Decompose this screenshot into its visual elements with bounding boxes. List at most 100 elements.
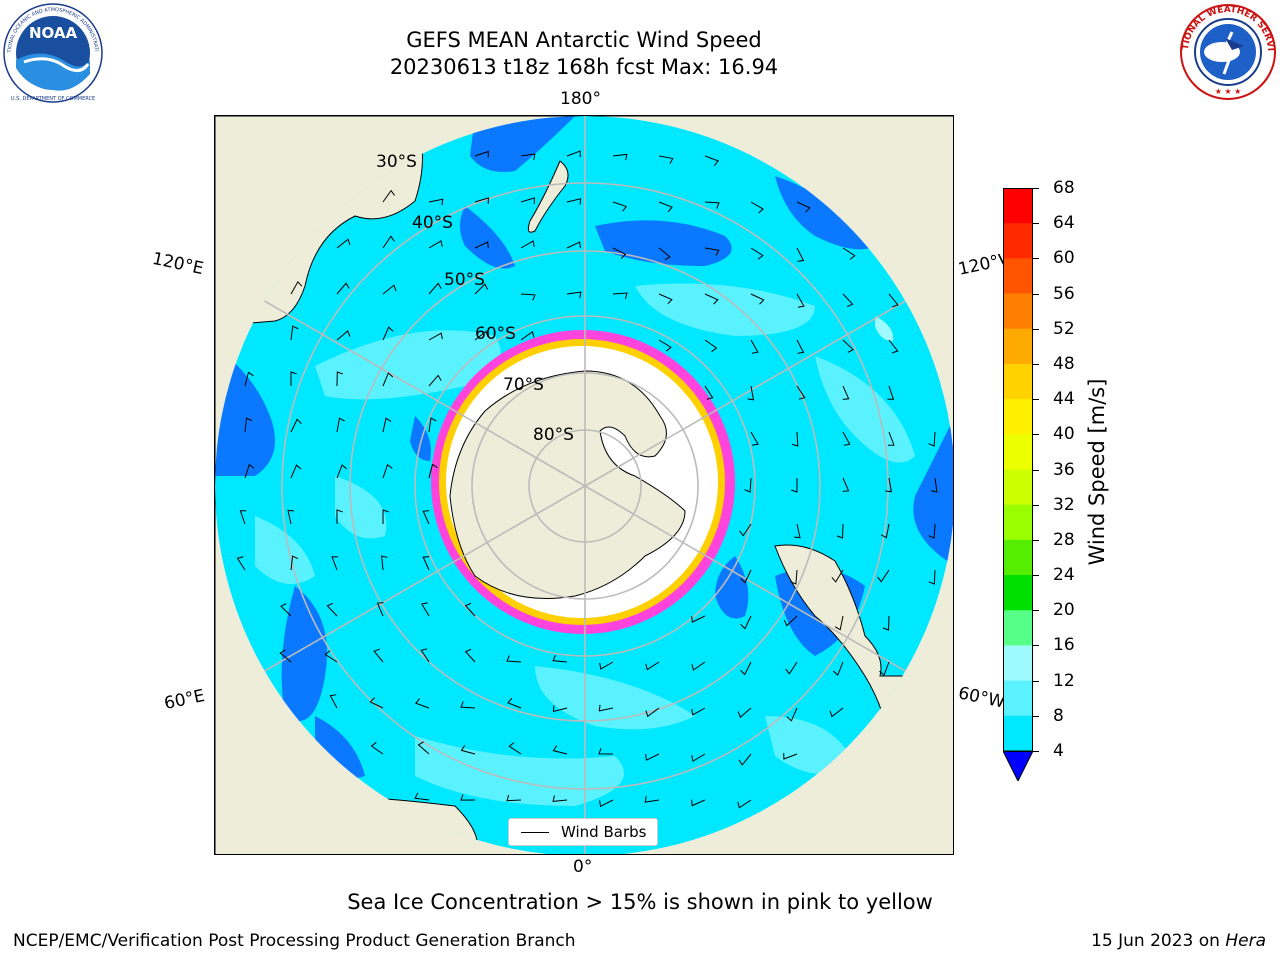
colorbar-tick-label: 12 — [1053, 670, 1075, 691]
wind-barb — [786, 707, 798, 722]
wind-barb — [382, 326, 394, 341]
colorbar-tick-mark — [1033, 223, 1039, 225]
colorbar-cell — [1003, 328, 1033, 365]
wind-barb — [382, 372, 394, 387]
wind-patch-low — [715, 556, 749, 619]
wind-barb — [704, 155, 719, 166]
wind-barb — [464, 602, 476, 617]
wind-barb — [336, 509, 343, 525]
wind-barb — [280, 603, 292, 617]
wind-barb — [474, 150, 489, 158]
colorbar-tick-mark — [1033, 645, 1039, 647]
wind-barb — [836, 523, 844, 539]
wind-barb — [796, 247, 805, 262]
wind-barb — [552, 705, 568, 713]
wind-barb — [880, 523, 890, 539]
wind-barb — [739, 523, 752, 537]
wind-barb — [428, 282, 442, 295]
wind-barb — [658, 201, 673, 213]
wind-barb — [750, 339, 759, 354]
wind-barb — [834, 615, 844, 631]
colorbar-tick-label: 24 — [1053, 565, 1075, 586]
colorbar-cell — [1003, 363, 1033, 400]
wind-barb — [336, 417, 345, 433]
wind-barb — [783, 615, 798, 627]
wind-barb — [336, 330, 351, 341]
wind-patch-low — [410, 416, 431, 461]
wind-barb — [887, 431, 895, 446]
wind-patch-low — [775, 176, 875, 250]
wind-barb — [691, 707, 706, 716]
wind-barb — [887, 385, 895, 400]
wind-barb — [658, 339, 672, 352]
wind-barb — [290, 280, 303, 295]
wind-barb — [737, 707, 752, 718]
lat-label-80s: 80°S — [533, 425, 574, 445]
wind-barb — [370, 742, 384, 755]
wind-barb — [566, 291, 582, 299]
colorbar-tick-label: 60 — [1053, 248, 1075, 269]
wind-barb — [612, 292, 628, 299]
colorbar-tick-mark — [1033, 469, 1039, 471]
colorbar-cell — [1003, 504, 1033, 541]
meridian-line — [584, 457, 634, 487]
wind-barb — [658, 247, 671, 261]
meridian-line — [633, 513, 953, 747]
wind-barb — [326, 602, 338, 617]
wind-barb — [428, 417, 437, 433]
wind-barb — [691, 661, 706, 671]
wind-barb — [566, 241, 581, 249]
wind-barb — [474, 330, 489, 341]
wind-barb — [520, 197, 535, 204]
map-frame — [214, 115, 954, 855]
machine-name: Hera — [1225, 931, 1266, 951]
wind-barb — [382, 417, 392, 433]
colorbar-tick-mark — [1033, 504, 1039, 506]
nws-logo-icon: NATIONAL WEATHER SERVICE ★ ★ ★ — [1178, 2, 1276, 100]
wind-barb — [428, 374, 442, 387]
wind-barb — [612, 153, 628, 161]
antarctica — [449, 370, 686, 599]
wind-barb — [842, 431, 851, 446]
wind-barb — [506, 655, 522, 663]
meridian-line — [633, 225, 953, 459]
colorbar-tick-label: 44 — [1053, 389, 1075, 410]
wind-patch-low — [281, 586, 327, 721]
wind-barb — [599, 799, 614, 808]
wind-barb — [740, 615, 752, 630]
wind-barb — [460, 701, 476, 709]
wind-barb — [244, 371, 254, 387]
wind-barb — [747, 385, 755, 401]
wind-barb — [691, 615, 706, 623]
wind-barb — [520, 331, 535, 341]
wind-patch-low — [460, 206, 515, 269]
colorbar-tick-mark — [1033, 751, 1039, 752]
wind-barb — [882, 615, 890, 631]
colorbar-tick-label: 64 — [1053, 213, 1075, 234]
meridian-line — [536, 485, 586, 515]
wind-barb — [420, 648, 430, 663]
wind-barb — [831, 569, 844, 583]
wind-barb — [290, 418, 302, 433]
wind-barb — [290, 555, 299, 571]
wind-barb — [236, 556, 246, 571]
colorbar-tick-label: 40 — [1053, 424, 1075, 445]
wind-barb — [842, 247, 856, 260]
wind-barb — [888, 293, 899, 308]
colorbar-tick-label: 52 — [1053, 318, 1075, 339]
wind-barb — [422, 556, 430, 571]
wind-barb — [877, 569, 890, 583]
wind-barb — [791, 431, 799, 447]
wind-barb — [842, 293, 854, 308]
wind-barb — [829, 707, 844, 718]
wind-barb — [599, 661, 614, 670]
wind-patch-high — [255, 516, 315, 584]
lat-label-70s: 70°S — [503, 375, 544, 395]
wind-barb — [879, 661, 890, 676]
colorbar-tick-label: 28 — [1053, 529, 1075, 550]
wind-barb — [336, 282, 350, 295]
map-legend: Wind Barbs — [508, 818, 658, 846]
legend-barb-line — [521, 832, 549, 834]
colorbar-cell — [1003, 610, 1033, 646]
colorbar-tick-mark — [1033, 258, 1039, 260]
